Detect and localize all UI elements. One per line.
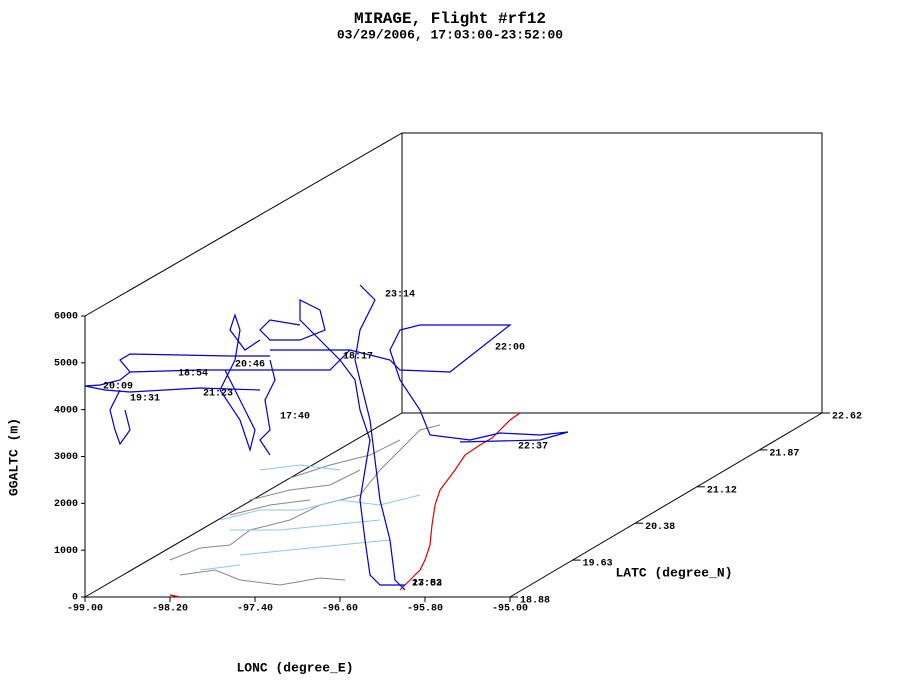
time-label: 23:52 (412, 579, 442, 590)
z-tick-label: 0 (72, 593, 78, 604)
time-label: 18:17 (343, 352, 373, 363)
time-label: 17:03 (412, 579, 442, 590)
y-tick-label: 18.88 (520, 596, 550, 607)
time-labels: 23:14 22:00 18:17 20:46 18:54 20:09 19:3… (103, 290, 548, 590)
z-tick-label: 3000 (54, 452, 78, 463)
z-tick-label: 4000 (54, 405, 78, 416)
x-tick-label: -95.80 (407, 604, 443, 615)
z-tick-label: 5000 (54, 358, 78, 369)
z-tick-label: 1000 (54, 546, 78, 557)
time-label: 23:14 (385, 290, 415, 301)
back-plane (401, 132, 823, 414)
box (84, 132, 823, 598)
z-tick-label: 2000 (54, 499, 78, 510)
time-label: 18:54 (178, 369, 208, 380)
x-tick-label: -96.60 (322, 604, 358, 615)
chart-title: MIRAGE, Flight #rf12 (354, 10, 546, 28)
time-label: 19:31 (130, 394, 160, 405)
y-axis (509, 412, 823, 598)
edge (84, 132, 403, 317)
y-tick-label: 19.63 (583, 559, 613, 570)
y-tick-label: 22.62 (832, 412, 862, 423)
z-tick-label: 6000 (54, 312, 78, 323)
time-label: 20:46 (235, 360, 265, 371)
y-tick-label: 20.38 (645, 522, 675, 533)
time-label: 22:37 (518, 442, 548, 453)
time-label: 20:09 (103, 382, 133, 393)
coastline-red (169, 412, 521, 598)
x-tick-label: -98.20 (152, 604, 188, 615)
x-tick-label: -99.00 (67, 604, 103, 615)
time-label: 21:23 (203, 389, 233, 400)
x-tick-label: -97.40 (237, 604, 273, 615)
flight-track (84, 284, 569, 591)
time-label: 17:40 (280, 412, 310, 423)
map (169, 412, 521, 598)
z-axis-label: GGALTC (m) (6, 418, 21, 496)
y-axis-label: LATC (degree_N) (615, 565, 732, 580)
chart-subtitle: 03/29/2006, 17:03:00-23:52:00 (337, 27, 563, 42)
edge (84, 412, 403, 598)
time-label: 22:00 (495, 343, 525, 354)
x-tick-label: -95.00 (492, 604, 528, 615)
x-axis-label: LONC (degree_E) (236, 660, 353, 675)
river (199, 464, 421, 571)
y-tick-label: 21.87 (769, 449, 799, 460)
coastline (169, 424, 441, 586)
y-tick-label: 21.12 (707, 485, 737, 496)
